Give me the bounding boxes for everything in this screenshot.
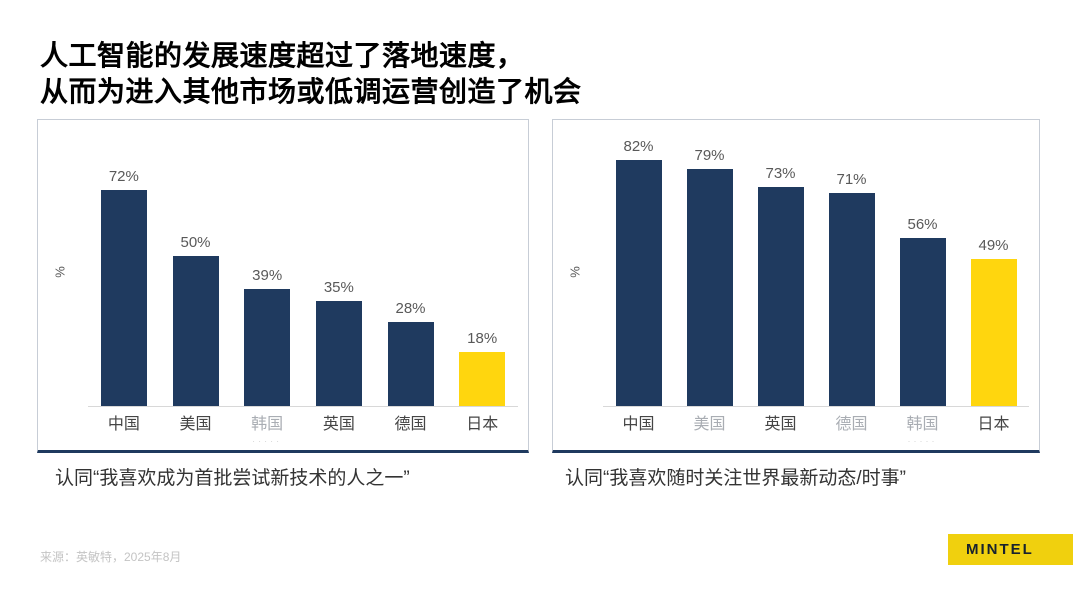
bar	[244, 289, 291, 406]
source-note: 来源：英敏特，2025年8月	[40, 550, 182, 564]
bar-value-label: 28%	[395, 300, 426, 317]
bar-column: 49%	[958, 237, 1029, 406]
x-axis-category-label: 日本	[466, 416, 499, 433]
bar-value-label: 73%	[765, 165, 796, 182]
bar	[615, 160, 662, 406]
slide-title-line1: 人工智能的发展速度超过了落地速度，	[40, 40, 525, 71]
faded-sublabel: ·····	[252, 435, 283, 446]
bar-value-label: 56%	[907, 216, 938, 233]
bar-column: 73%	[745, 165, 816, 406]
x-axis-line	[603, 406, 1029, 407]
bar	[686, 169, 733, 406]
plot-area: 72% 50% 39% 35% 28% 18% 中国 美国 韩国 ····· 英国 德国 日本	[88, 134, 518, 446]
bar-value-label: 49%	[978, 237, 1009, 254]
bar-value-label: 79%	[694, 147, 725, 164]
bar-value-label: 35%	[323, 279, 354, 296]
x-axis-category-label: 韩国 ·····	[231, 416, 303, 446]
x-axis-category-label: 美国	[693, 416, 726, 433]
x-axis-labels: 中国 美国 英国 德国 韩国 ····· 日本	[603, 416, 1029, 446]
chart-caption-left: 认同“我喜欢成为首批尝试新技术的人之一”	[55, 468, 410, 489]
bar	[172, 256, 219, 406]
y-axis-label: %	[52, 266, 68, 278]
bar-column: 39%	[231, 267, 303, 406]
x-axis-category-label: 德国	[394, 416, 427, 433]
bar	[100, 190, 147, 406]
bar-column: 56%	[887, 216, 958, 406]
x-axis-line	[88, 406, 518, 407]
bar-value-label: 39%	[252, 267, 283, 284]
x-axis-category-label: 英国	[764, 416, 797, 433]
chart-panel-left: % 72% 50% 39% 35% 28% 18% 中国 美国 韩国 ····· 英国 德国 日本	[37, 119, 529, 453]
mintel-logo: MINTEL	[948, 534, 1073, 565]
bar	[970, 259, 1017, 406]
bars-container: 72% 50% 39% 35% 28% 18%	[88, 134, 518, 406]
plot-area: 82% 79% 73% 71% 56% 49% 中国 美国 英国 德国 韩国 ····· 日本	[603, 134, 1029, 446]
x-axis-category-label: 韩国 ·····	[887, 416, 958, 446]
bar-column: 71%	[816, 171, 887, 406]
bar-value-label: 18%	[467, 330, 498, 347]
chart-caption-right: 认同“我喜欢随时关注世界最新动态/时事”	[565, 468, 906, 489]
x-axis-category-label: 德国	[835, 416, 868, 433]
bar	[387, 322, 434, 406]
bar-value-label: 71%	[836, 171, 867, 188]
chart-panel-right: % 82% 79% 73% 71% 56% 49% 中国 美国 英国 德国 韩国 ····· 日本	[552, 119, 1040, 453]
bar-column: 50%	[160, 234, 232, 406]
bar-column: 18%	[446, 330, 518, 406]
bar	[757, 187, 804, 406]
mintel-logo-text: MINTEL	[966, 541, 1034, 558]
bar	[459, 352, 506, 406]
x-axis-labels: 中国 美国 韩国 ····· 英国 德国 日本	[88, 416, 518, 446]
x-axis-category-label: 日本	[977, 416, 1010, 433]
bar-value-label: 72%	[108, 168, 139, 185]
x-axis-category-label: 中国	[107, 416, 140, 433]
x-axis-category-label: 英国	[322, 416, 355, 433]
bar-column: 82%	[603, 138, 674, 406]
bar-column: 72%	[88, 168, 160, 406]
bars-container: 82% 79% 73% 71% 56% 49%	[603, 134, 1029, 406]
bar-value-label: 50%	[180, 234, 211, 251]
x-axis-category-label: 美国	[179, 416, 212, 433]
bar-column: 28%	[375, 300, 447, 406]
x-axis-category-label: 中国	[622, 416, 655, 433]
bar	[828, 193, 875, 406]
slide-title-line2: 从而为进入其他市场或低调运营创造了机会	[40, 76, 582, 108]
bar	[899, 238, 946, 406]
faded-sublabel: ·····	[907, 435, 938, 446]
bar-column: 79%	[674, 147, 745, 406]
bar-value-label: 82%	[623, 138, 654, 155]
bar-column: 35%	[303, 279, 375, 406]
bar	[315, 301, 362, 406]
slide-title: 人工智能的发展速度超过了落地速度， 从而为进入其他市场或低调运营创造了机会	[40, 38, 582, 111]
y-axis-label: %	[567, 266, 583, 278]
